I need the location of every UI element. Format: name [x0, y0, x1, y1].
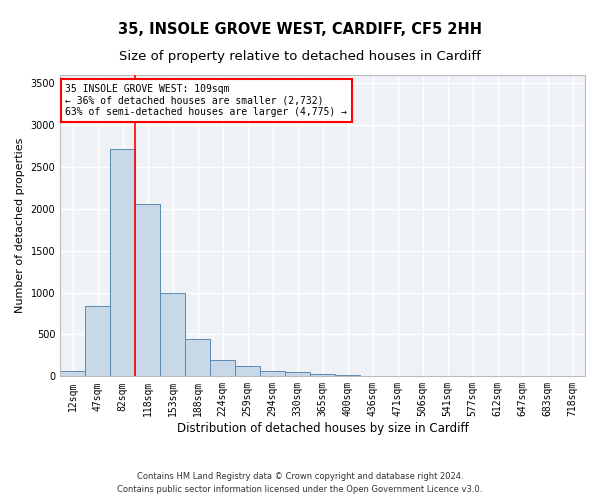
- Bar: [310, 374, 335, 376]
- Bar: [110, 148, 135, 376]
- Bar: [235, 366, 260, 376]
- Bar: [260, 371, 285, 376]
- Y-axis label: Number of detached properties: Number of detached properties: [15, 138, 25, 314]
- Text: 35, INSOLE GROVE WEST, CARDIFF, CF5 2HH: 35, INSOLE GROVE WEST, CARDIFF, CF5 2HH: [118, 22, 482, 38]
- X-axis label: Distribution of detached houses by size in Cardiff: Distribution of detached houses by size …: [177, 422, 469, 435]
- Bar: [60, 372, 85, 376]
- Text: 35 INSOLE GROVE WEST: 109sqm
← 36% of detached houses are smaller (2,732)
63% of: 35 INSOLE GROVE WEST: 109sqm ← 36% of de…: [65, 84, 347, 117]
- Text: Contains public sector information licensed under the Open Government Licence v3: Contains public sector information licen…: [118, 485, 482, 494]
- Bar: [160, 292, 185, 376]
- Bar: [85, 306, 110, 376]
- Text: Contains HM Land Registry data © Crown copyright and database right 2024.: Contains HM Land Registry data © Crown c…: [137, 472, 463, 481]
- Text: Size of property relative to detached houses in Cardiff: Size of property relative to detached ho…: [119, 50, 481, 63]
- Bar: [285, 372, 310, 376]
- Bar: [135, 204, 160, 376]
- Bar: [210, 360, 235, 376]
- Bar: [185, 338, 210, 376]
